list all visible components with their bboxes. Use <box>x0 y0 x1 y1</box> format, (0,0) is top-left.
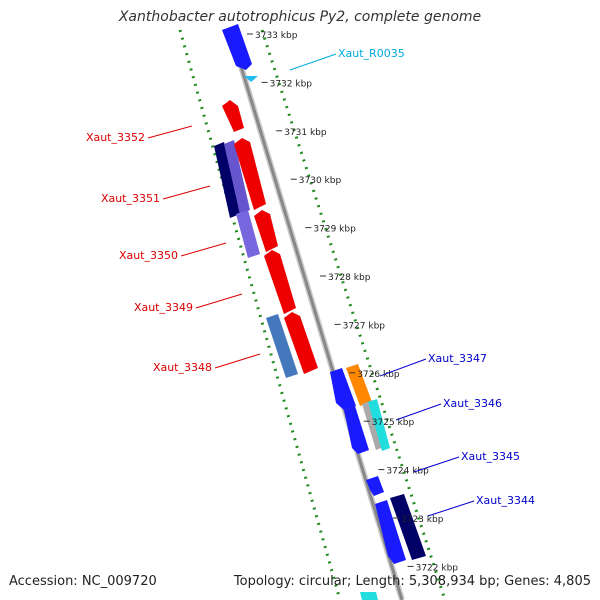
gene-xaut-3348-steel <box>266 314 298 378</box>
gene-xaut-r0035-marker <box>244 76 258 82</box>
kbp-tick-label: 3723 kbp <box>401 515 444 525</box>
kbp-tick-label: 3732 kbp <box>270 79 313 89</box>
gene-label[interactable]: Xaut_R0035 <box>338 47 405 60</box>
gene-xaut-3344-block <box>390 494 426 560</box>
gene-label[interactable]: Xaut_3351 <box>101 192 160 205</box>
kbp-tick-label: 3725 kbp <box>372 418 415 428</box>
gene-label[interactable]: Xaut_3346 <box>443 397 502 410</box>
gene-label-leader-line <box>379 358 427 377</box>
kbp-tick-label: 3730 kbp <box>299 176 342 186</box>
kbp-tick-label: 3727 kbp <box>343 321 386 331</box>
gene-xaut-3350-slate <box>236 210 260 258</box>
kbp-tick-label: 3722 kbp <box>416 563 459 573</box>
gene-xaut-3352-arrow <box>222 100 244 132</box>
gene-label-leader-line <box>395 403 442 421</box>
gene-label[interactable]: Xaut_3350 <box>119 249 178 262</box>
kbp-tick-label: 3728 kbp <box>328 273 371 283</box>
gene-label-leader-line <box>147 125 193 139</box>
gene-xaut-3350-arrow <box>254 210 278 252</box>
kbp-tick-label: 3733 kbp <box>255 31 298 41</box>
gene-label-leader-line <box>427 500 475 517</box>
kbp-tick-labels: 3733 kbp 3732 kbp 3731 kbp 3730 kbp 3729 kbp… <box>247 31 458 573</box>
gene-label[interactable]: Xaut_3347 <box>428 352 487 365</box>
gene-xaut-3351-navy <box>214 142 240 218</box>
gene-xaut-3346-block-c <box>368 399 390 451</box>
gene-xaut-3349-arrow <box>264 250 296 314</box>
map-title: Xanthobacter autotrophicus Py2, complete… <box>118 9 482 25</box>
gene-xaut-3351-slate <box>224 140 250 214</box>
gene-xaut-3348-arrow <box>284 312 318 374</box>
gene-label[interactable]: Xaut_3344 <box>476 494 535 507</box>
accession-label: Accession: NC_009720 <box>9 574 157 589</box>
gene-top-block <box>222 24 252 70</box>
gene-label[interactable]: Xaut_3352 <box>86 131 145 144</box>
gene-label[interactable]: Xaut_3345 <box>461 450 520 463</box>
gene-label[interactable]: Xaut_3348 <box>153 361 212 374</box>
kbp-tick-label: 3731 kbp <box>284 128 327 138</box>
gene-label-leader-line <box>162 185 211 200</box>
genome-backbone-core <box>228 29 404 600</box>
gene-label-leader-line <box>413 456 460 473</box>
gene-label-leader-line <box>180 242 227 257</box>
gene-xaut-3345-arrow <box>366 476 384 496</box>
kbp-tick-label: 3729 kbp <box>313 225 356 235</box>
kbp-tick-label: 3726 kbp <box>357 370 400 380</box>
gene-xaut-3347-arrow <box>330 368 356 410</box>
gene-label-leader-line <box>214 353 261 369</box>
gene-xaut-3351-arrow <box>234 138 266 210</box>
gene-xaut-3345-block <box>375 500 406 564</box>
gene-xaut-3347-block <box>346 364 372 406</box>
gene-label-leader-line <box>289 53 337 71</box>
gene-labels: Xaut_R0035 Xaut_3352 Xaut_3351 Xaut_3350 Xau… <box>86 47 535 517</box>
gene-label[interactable]: Xaut_3349 <box>134 301 193 314</box>
forward-strand-features <box>244 76 426 600</box>
kbp-tick-label: 3724 kbp <box>386 467 429 477</box>
genome-summary-label: Topology: circular; Length: 5,308,934 bp… <box>233 574 591 589</box>
gene-bottom-fragment <box>360 592 378 600</box>
outer-ring-dotted-left <box>178 29 342 600</box>
gene-label-leader-line <box>195 293 243 309</box>
reverse-strand-features <box>214 24 318 378</box>
gene-xaut-3346-block-a <box>344 406 369 454</box>
